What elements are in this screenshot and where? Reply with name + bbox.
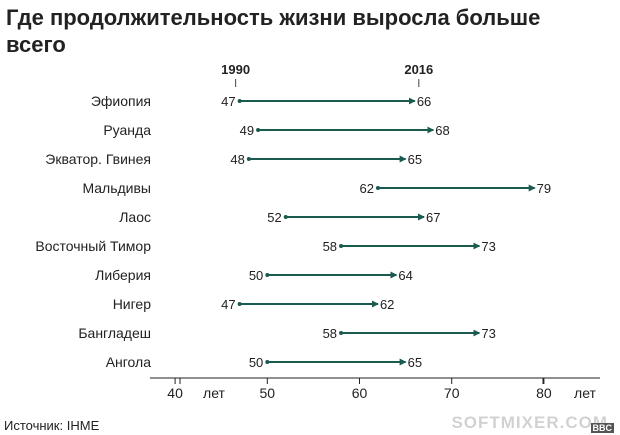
start-point: [237, 302, 242, 306]
start-point: [339, 331, 344, 335]
start-value-label: 50: [249, 268, 263, 283]
start-value-label: 47: [221, 297, 235, 312]
source-note: Источник: IHME: [4, 418, 99, 433]
category-label: Бангладеш: [78, 325, 151, 341]
start-value-label: 49: [240, 123, 254, 138]
data-row: Восточный Тимор 58 73: [35, 238, 495, 254]
start-point: [375, 186, 380, 190]
x-tick-label: 50: [260, 385, 276, 401]
x-tick-label: 60: [352, 385, 368, 401]
end-value-label: 73: [481, 326, 495, 341]
start-value-label: 58: [323, 326, 337, 341]
end-value-label: 73: [481, 239, 495, 254]
data-row: Лаос 52 67: [119, 209, 440, 225]
chart-title: Где продолжительность жизни выросла боль…: [6, 5, 541, 57]
data-row: Либерия 50 64: [95, 267, 413, 283]
end-value-label: 66: [417, 94, 431, 109]
end-value-label: 67: [426, 210, 440, 225]
end-value-label: 68: [435, 123, 449, 138]
series-header-1990: 1990: [221, 62, 250, 77]
data-row: Руанда 49 68: [103, 122, 449, 138]
start-value-label: 48: [230, 152, 244, 167]
category-label: Либерия: [95, 267, 151, 283]
category-label: Лаос: [119, 209, 151, 225]
start-point: [265, 360, 270, 364]
data-row: Экватор. Гвинея 48 65: [45, 151, 422, 167]
end-value-label: 65: [408, 152, 422, 167]
data-row: Ангола 50 65: [106, 354, 422, 370]
start-point: [246, 157, 251, 161]
data-row: Мальдивы 62 79: [82, 180, 551, 196]
start-point: [283, 215, 288, 219]
source-label: Источник:: [4, 418, 64, 433]
category-label: Ангола: [106, 354, 152, 370]
end-value-label: 79: [537, 181, 551, 196]
watermark: SOFTMIXER.COM: [451, 413, 608, 432]
x-tick-label: 40: [167, 385, 183, 401]
end-value-label: 65: [408, 355, 422, 370]
start-point: [339, 244, 344, 248]
start-point: [265, 273, 270, 277]
start-point: [237, 99, 242, 103]
data-row: Эфиопия 47 66: [91, 93, 431, 109]
x-tick-label: 80: [536, 385, 552, 401]
source-name: IHME: [66, 418, 100, 433]
data-row: Нигер 47 62: [113, 296, 395, 312]
brand-logo: BBC: [590, 423, 614, 433]
category-label: Руанда: [103, 122, 151, 138]
start-value-label: 47: [221, 94, 235, 109]
data-row: Бангладеш 58 73: [78, 325, 495, 341]
end-value-label: 64: [398, 268, 412, 283]
x-unit-label: лет: [574, 385, 596, 401]
start-value-label: 58: [323, 239, 337, 254]
category-label: Мальдивы: [82, 180, 151, 196]
category-label: Эфиопия: [91, 93, 151, 109]
end-value-label: 62: [380, 297, 394, 312]
start-value-label: 50: [249, 355, 263, 370]
category-label: Экватор. Гвинея: [45, 151, 151, 167]
series-header-2016: 2016: [404, 62, 433, 77]
category-label: Восточный Тимор: [35, 238, 151, 254]
start-point: [256, 128, 261, 132]
start-value-label: 52: [267, 210, 281, 225]
x-unit-label: лет: [203, 385, 225, 401]
x-tick-label: 70: [444, 385, 460, 401]
category-label: Нигер: [113, 296, 152, 312]
start-value-label: 62: [359, 181, 373, 196]
